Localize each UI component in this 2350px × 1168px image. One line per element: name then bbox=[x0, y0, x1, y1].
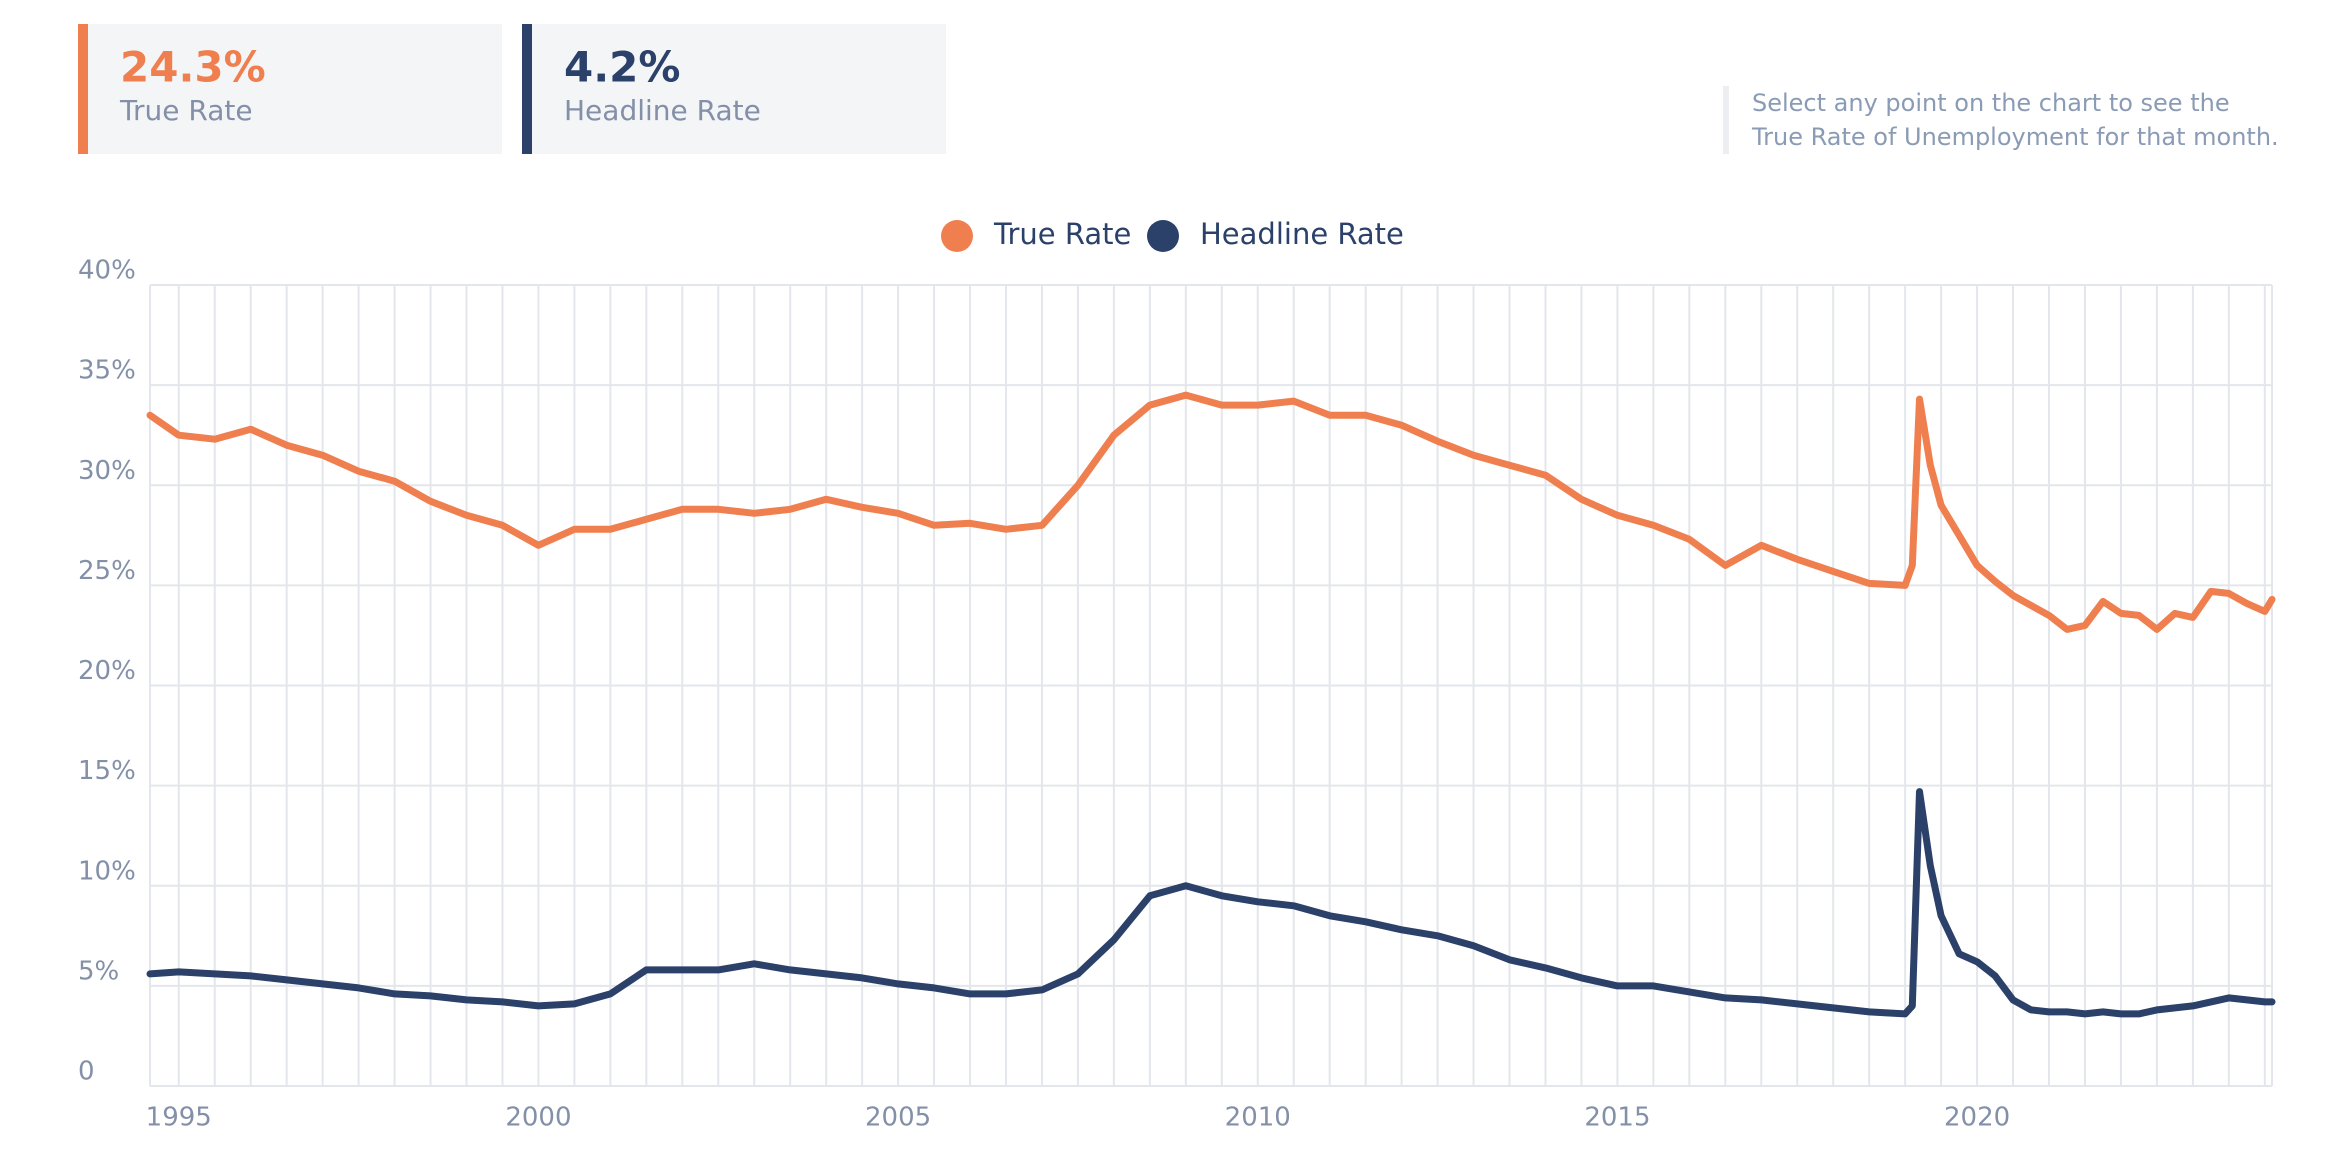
legend-marker bbox=[941, 220, 973, 252]
x-tick-label: 1995 bbox=[146, 1103, 212, 1133]
legend-label: Headline Rate bbox=[1200, 217, 1404, 251]
card-label: True Rate bbox=[119, 94, 253, 127]
legend-marker bbox=[1147, 220, 1179, 252]
y-tick-label: 15% bbox=[78, 756, 136, 786]
card-value: 4.2% bbox=[564, 43, 680, 92]
note-bar bbox=[1723, 86, 1729, 154]
y-tick-label: 10% bbox=[78, 856, 136, 886]
legend-label: True Rate bbox=[993, 217, 1131, 251]
legend: True Rate Headline Rate bbox=[941, 217, 1404, 252]
card-accent bbox=[522, 24, 532, 154]
x-tick-label: 2000 bbox=[505, 1103, 571, 1133]
card bbox=[522, 24, 946, 154]
y-tick-label: 40% bbox=[78, 256, 136, 286]
note: True Rate of Unemployment for that month… bbox=[1751, 123, 2279, 151]
series-line bbox=[146, 788, 2276, 1018]
x-tick-label: 2010 bbox=[1225, 1103, 1291, 1133]
x-tick-label: 2005 bbox=[865, 1103, 931, 1133]
card bbox=[78, 24, 502, 154]
series-line bbox=[146, 391, 2276, 633]
x-tick-label: 2020 bbox=[1944, 1103, 2010, 1133]
y-tick-label: 25% bbox=[78, 556, 136, 586]
card-value: 24.3% bbox=[120, 43, 266, 92]
y-tick-label: 20% bbox=[78, 656, 136, 686]
y-tick-label: 30% bbox=[78, 456, 136, 486]
y-tick-label: 0 bbox=[78, 1057, 95, 1087]
card-accent bbox=[78, 24, 88, 154]
note: Select any point on the chart to see the bbox=[1752, 89, 2230, 117]
y-tick-label: 35% bbox=[78, 356, 136, 386]
card-label: Headline Rate bbox=[564, 94, 761, 127]
x-tick-label: 2015 bbox=[1584, 1103, 1650, 1133]
y-tick-label: 5% bbox=[78, 956, 119, 986]
